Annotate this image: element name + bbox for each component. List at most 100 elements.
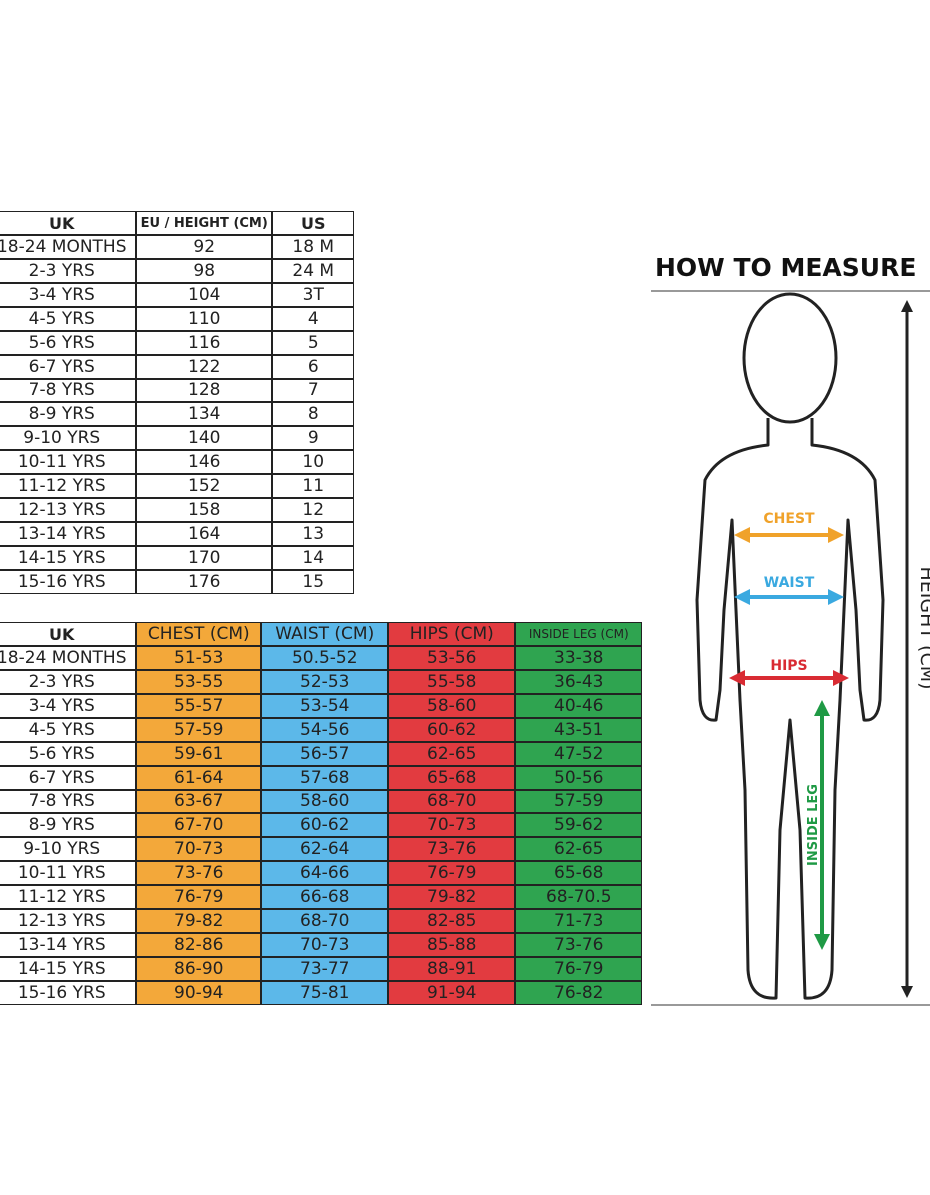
table-cell: 70-73 xyxy=(261,932,389,957)
header-cell: US xyxy=(272,211,355,236)
table-cell: 152 xyxy=(136,474,273,499)
table-cell: 11 xyxy=(272,474,355,499)
table-cell: 90-94 xyxy=(136,980,262,1005)
table-cell: 14-15 YRS xyxy=(0,956,137,981)
table-cell: 128 xyxy=(136,378,273,403)
table-cell: 36-43 xyxy=(515,670,643,694)
table-cell: 76-82 xyxy=(515,980,643,1005)
diagram-title: HOW TO MEASURE xyxy=(655,253,916,282)
table-cell: 14 xyxy=(272,545,355,570)
table-cell: 85-88 xyxy=(388,932,516,957)
table-cell: 33-38 xyxy=(515,646,643,671)
table-cell: 92 xyxy=(136,235,273,260)
table-cell: 59-62 xyxy=(515,813,643,838)
table-cell: 10 xyxy=(272,450,355,475)
table-cell: 5-6 YRS xyxy=(0,741,137,766)
table-cell: 6-7 YRS xyxy=(0,765,137,790)
table-cell: 70-73 xyxy=(388,813,516,838)
table-cell: 24 M xyxy=(272,259,355,283)
table-cell: 58-60 xyxy=(388,693,516,718)
table-cell: 158 xyxy=(136,498,273,522)
table-cell: 13-14 YRS xyxy=(0,932,137,957)
table-cell: 91-94 xyxy=(388,980,516,1005)
table-cell: 62-64 xyxy=(261,837,389,862)
header-cell: CHEST (CM) xyxy=(136,622,262,647)
table-cell: 15-16 YRS xyxy=(0,569,137,594)
table-cell: 73-76 xyxy=(388,837,516,862)
table-cell: 110 xyxy=(136,306,273,331)
table-cell: 8-9 YRS xyxy=(0,813,137,838)
table-cell: 170 xyxy=(136,545,273,570)
table-cell: 122 xyxy=(136,354,273,379)
table-cell: 64-66 xyxy=(261,861,389,886)
table-cell: 82-85 xyxy=(388,909,516,933)
table-cell: 50-56 xyxy=(515,765,643,790)
table-cell: 73-76 xyxy=(515,932,643,957)
table-cell: 7 xyxy=(272,378,355,403)
table-cell: 4-5 YRS xyxy=(0,717,137,742)
table-cell: 104 xyxy=(136,282,273,307)
table-cell: 11-12 YRS xyxy=(0,885,137,910)
table-cell: 68-70 xyxy=(388,789,516,814)
table-cell: 76-79 xyxy=(515,956,643,981)
height-label: HEIGHT (CM) xyxy=(916,566,930,689)
table-cell: 73-77 xyxy=(261,956,389,981)
table-cell: 53-55 xyxy=(136,670,262,694)
table-cell: 8 xyxy=(272,402,355,427)
table-cell: 40-46 xyxy=(515,693,643,718)
table-cell: 57-59 xyxy=(136,717,262,742)
table-cell: 7-8 YRS xyxy=(0,378,137,403)
table-cell: 65-68 xyxy=(388,765,516,790)
table-cell: 61-64 xyxy=(136,765,262,790)
table-cell: 43-51 xyxy=(515,717,643,742)
body-outline xyxy=(695,418,885,1000)
table-cell: 5 xyxy=(272,330,355,355)
table-cell: 4 xyxy=(272,306,355,331)
table-cell: 68-70.5 xyxy=(515,885,643,910)
table-cell: 88-91 xyxy=(388,956,516,981)
table-cell: 8-9 YRS xyxy=(0,402,137,427)
table-cell: 18 M xyxy=(272,235,355,260)
table-cell: 71-73 xyxy=(515,909,643,933)
table-cell: 15-16 YRS xyxy=(0,980,137,1005)
table-cell: 82-86 xyxy=(136,932,262,957)
table-cell: 52-53 xyxy=(261,670,389,694)
table-cell: 3-4 YRS xyxy=(0,693,137,718)
header-cell: HIPS (CM) xyxy=(388,622,516,647)
table-cell: 57-59 xyxy=(515,789,643,814)
table-cell: 59-61 xyxy=(136,741,262,766)
table-cell: 9-10 YRS xyxy=(0,426,137,451)
table-cell: 164 xyxy=(136,521,273,546)
hips-label: HIPS xyxy=(770,658,807,674)
table-cell: 6-7 YRS xyxy=(0,354,137,379)
table-cell: 70-73 xyxy=(136,837,262,862)
table-cell: 65-68 xyxy=(515,861,643,886)
table-cell: 146 xyxy=(136,450,273,475)
table-cell: 2-3 YRS xyxy=(0,670,137,694)
table-cell: 134 xyxy=(136,402,273,427)
table-cell: 58-60 xyxy=(261,789,389,814)
table-cell: 6 xyxy=(272,354,355,379)
table-cell: 55-58 xyxy=(388,670,516,694)
table-cell: 53-54 xyxy=(261,693,389,718)
table-cell: 51-53 xyxy=(136,646,262,671)
inside-leg-label: INSIDE LEG xyxy=(806,784,821,866)
table-cell: 79-82 xyxy=(136,909,262,933)
table-cell: 62-65 xyxy=(515,837,643,862)
table-cell: 18-24 MONTHS xyxy=(0,235,137,260)
table-cell: 176 xyxy=(136,569,273,594)
table-cell: 53-56 xyxy=(388,646,516,671)
table-cell: 9-10 YRS xyxy=(0,837,137,862)
table-cell: 18-24 MONTHS xyxy=(0,646,137,671)
table-cell: 79-82 xyxy=(388,885,516,910)
header-cell: UK xyxy=(0,622,137,647)
table-cell: 60-62 xyxy=(261,813,389,838)
table-cell: 11-12 YRS xyxy=(0,474,137,499)
table-cell: 116 xyxy=(136,330,273,355)
table-cell: 55-57 xyxy=(136,693,262,718)
table-cell: 14-15 YRS xyxy=(0,545,137,570)
table-cell: 10-11 YRS xyxy=(0,450,137,475)
header-cell: UK xyxy=(0,211,137,236)
table-cell: 9 xyxy=(272,426,355,451)
